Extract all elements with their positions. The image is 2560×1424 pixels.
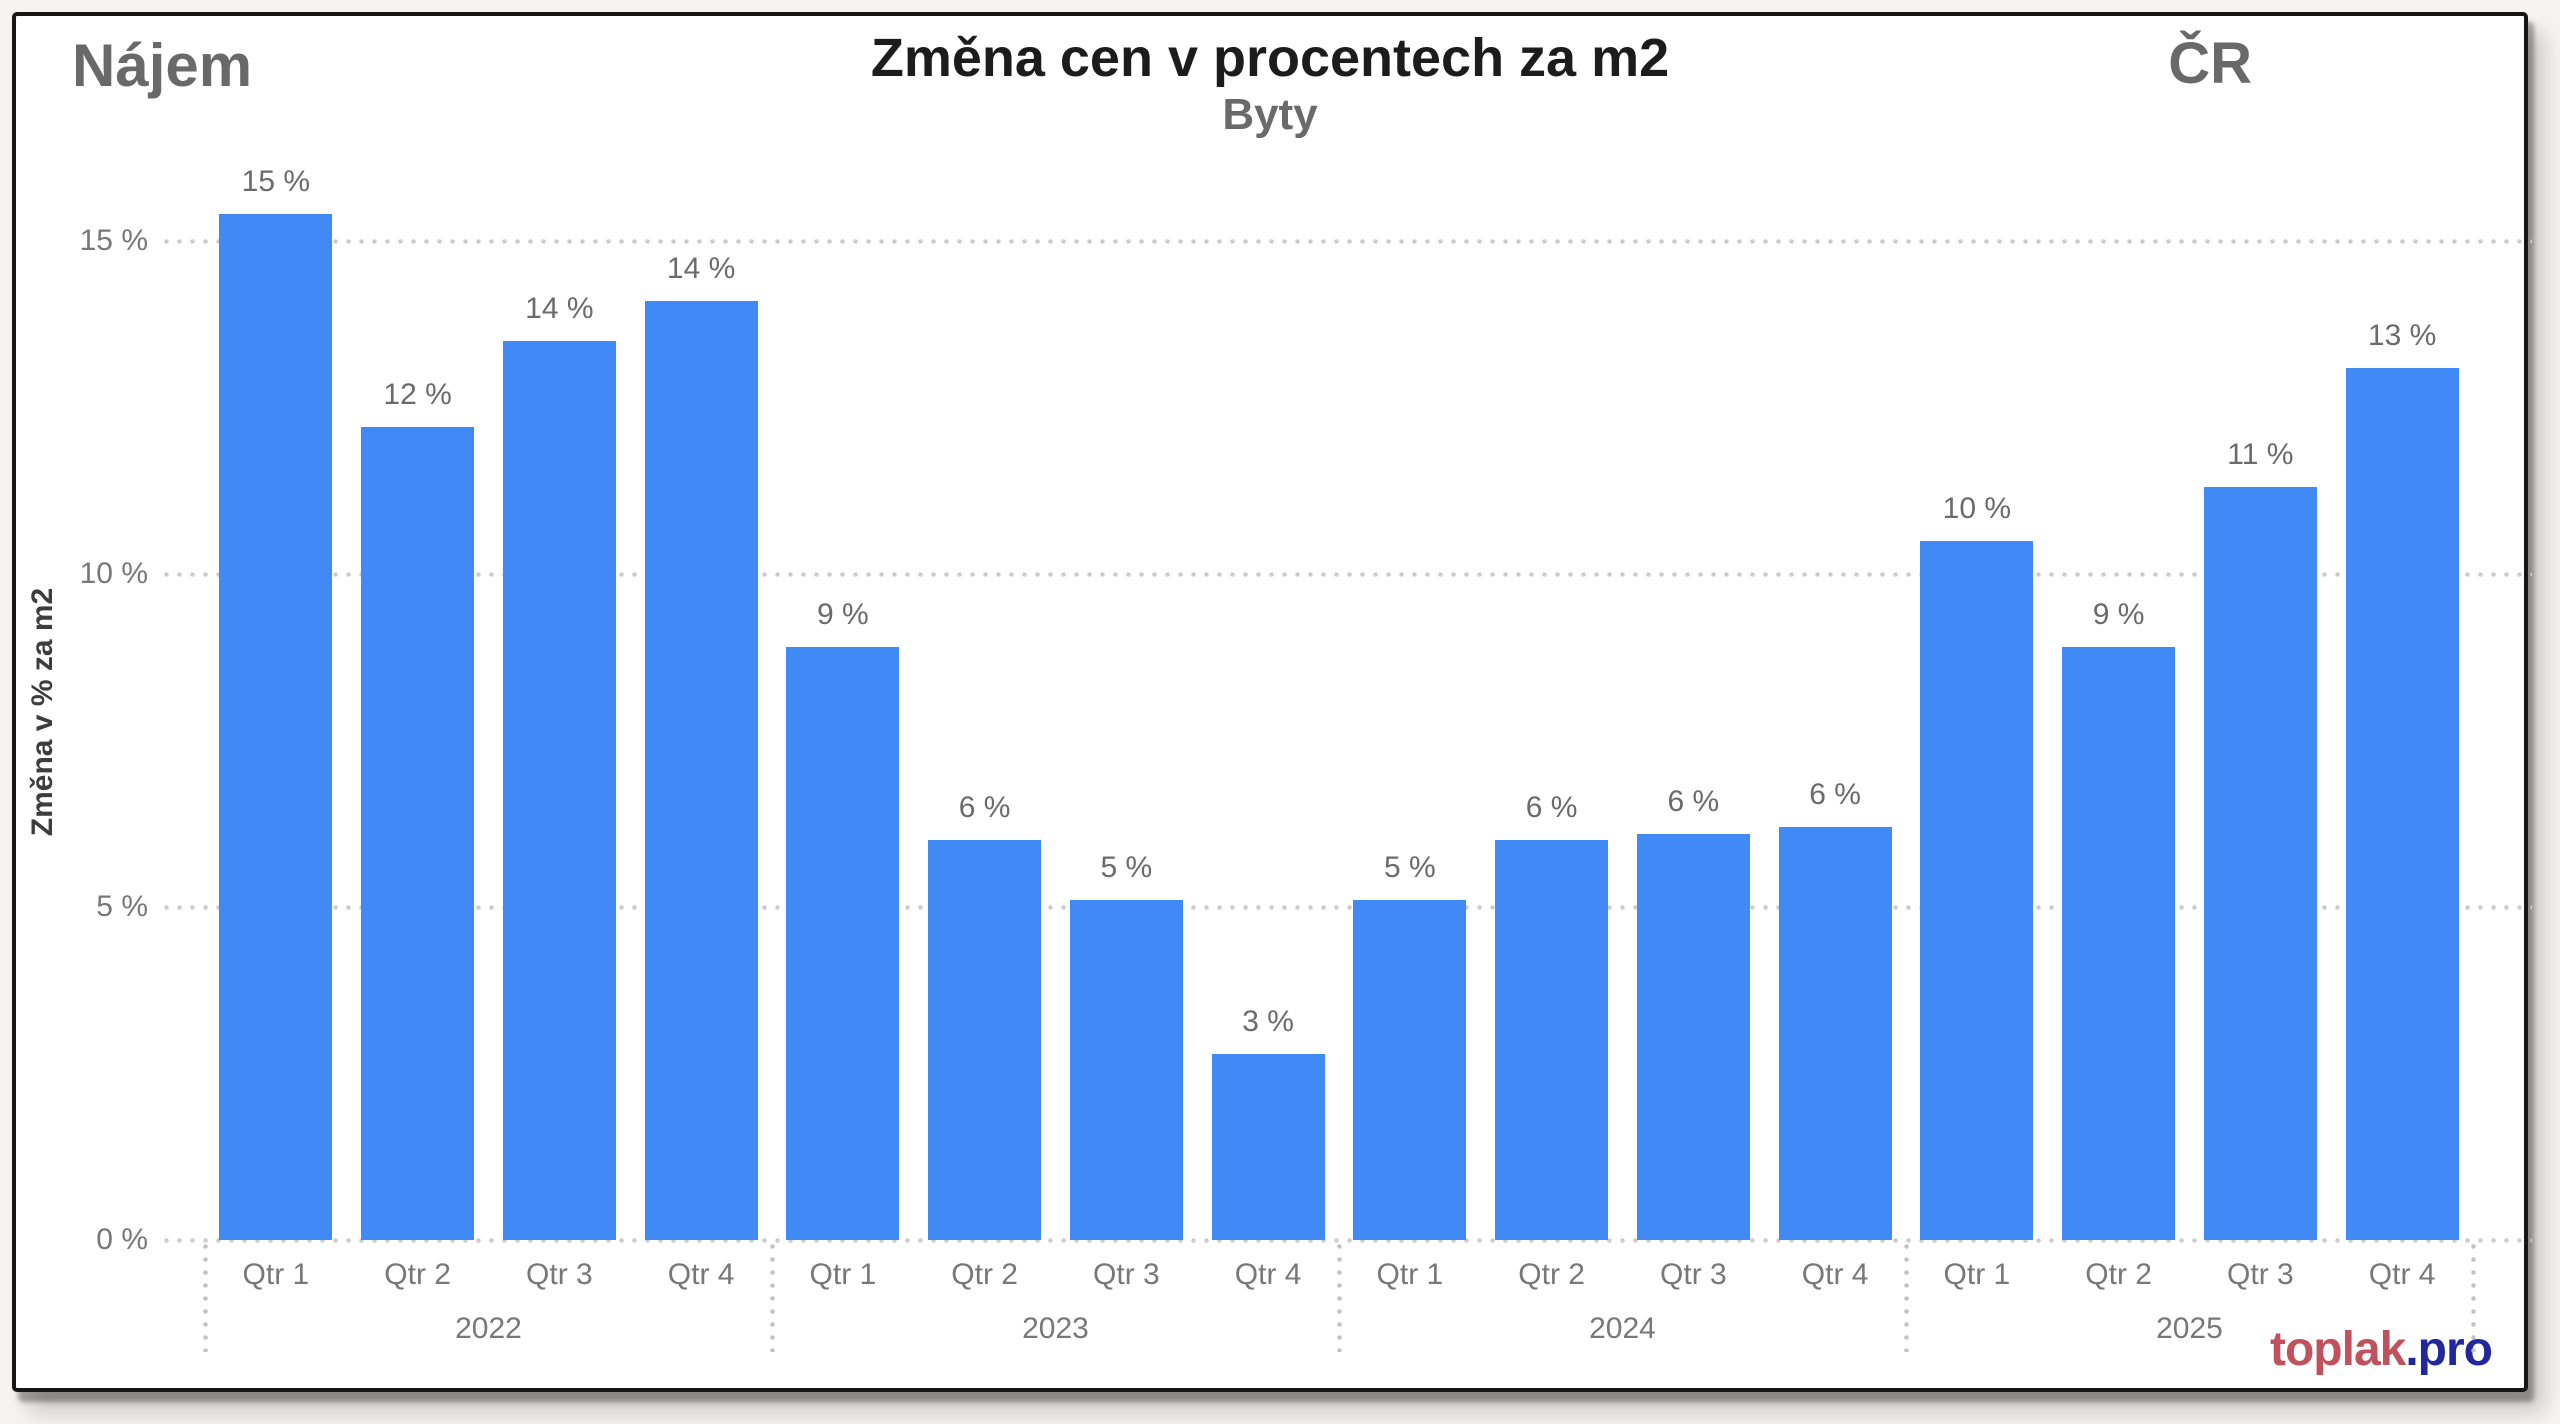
- quarter-label: Qtr 2: [2085, 1258, 2152, 1291]
- quarter-label: Qtr 1: [809, 1258, 877, 1291]
- year-label: 2023: [1022, 1312, 1089, 1345]
- quarter-label: Qtr 2: [384, 1258, 451, 1291]
- title-block: Změna cen v procentech za m2 Byty: [16, 16, 2524, 140]
- bar-2023-q3: [1069, 900, 1183, 1240]
- quarter-label: Qtr 4: [667, 1258, 735, 1291]
- bar-2024-q2: [1495, 840, 1609, 1240]
- group-separator: [1337, 1240, 1342, 1352]
- quarter-label: Qtr 4: [1801, 1258, 1869, 1291]
- region-label-cr: ČR: [2168, 31, 2252, 96]
- quarter-label: Qtr 2: [951, 1258, 1018, 1291]
- y-tick-label: 0 %: [96, 1223, 148, 1256]
- bar-value-label: 14 %: [525, 291, 594, 325]
- bar-2024-q1: [1353, 900, 1467, 1240]
- bar-value-label: 13 %: [2367, 318, 2437, 352]
- bar-value-label: 14 %: [666, 251, 736, 285]
- group-separator: [2471, 1240, 2476, 1352]
- bar-2022-q4: [644, 300, 758, 1240]
- y-tick-label: 5 %: [96, 890, 148, 923]
- chart-title: Změna cen v procentech za m2: [870, 28, 1670, 88]
- chart-card: Nájem Změna cen v procentech za m2 Byty …: [12, 12, 2532, 1392]
- bar-2025-q3: [2203, 487, 2317, 1240]
- quarter-label: Qtr 1: [242, 1258, 310, 1291]
- quarter-label: Qtr 1: [1376, 1258, 1444, 1291]
- quarter-label: Qtr 2: [1518, 1258, 1585, 1291]
- bar-2025-q4: [2345, 367, 2459, 1240]
- quarter-label: Qtr 3: [2227, 1258, 2294, 1291]
- bar-2024-q3: [1636, 833, 1750, 1240]
- bar-value-label: 6 %: [1525, 791, 1578, 825]
- bar-2023-q4: [1211, 1053, 1325, 1240]
- bar-2024-q4: [1778, 827, 1892, 1240]
- y-tick-label: 10 %: [79, 557, 148, 590]
- quarter-label: Qtr 4: [1234, 1258, 1302, 1291]
- bar-value-label: 6 %: [958, 791, 1011, 825]
- quarter-label: Qtr 3: [1660, 1258, 1727, 1291]
- gridline-0: [160, 1238, 2532, 1243]
- brand-logo-pro: .pro: [2405, 1323, 2493, 1376]
- bar-value-label: 11 %: [2227, 438, 2294, 472]
- brand-logo-toplak: toplak: [2269, 1323, 2406, 1376]
- year-label: 2022: [455, 1312, 522, 1345]
- segment-label-najem: Nájem: [72, 32, 253, 99]
- quarter-label: Qtr 3: [1093, 1258, 1160, 1291]
- bar-value-label: 10 %: [1942, 491, 2012, 525]
- bar-value-label: 5 %: [1100, 851, 1153, 885]
- bar-value-label: 6 %: [1809, 778, 1861, 812]
- group-separator: [203, 1240, 208, 1352]
- year-label: 2025: [2156, 1312, 2223, 1345]
- brand-logo: toplak.pro: [2269, 1323, 2493, 1376]
- quarter-label: Qtr 4: [2368, 1258, 2436, 1291]
- gridline-10: [160, 572, 2532, 577]
- bar-2023-q1: [786, 647, 900, 1240]
- bar-2025-q2: [2062, 647, 2176, 1240]
- bar-value-label: 15 %: [241, 165, 311, 199]
- bar-2022-q1: [219, 214, 333, 1240]
- group-separator: [770, 1240, 775, 1352]
- bar-value-label: 12 %: [383, 378, 452, 412]
- group-separator: [1904, 1240, 1909, 1352]
- bar-2023-q2: [928, 840, 1042, 1240]
- bar-value-label: 9 %: [817, 598, 869, 632]
- bar-value-label: 5 %: [1384, 851, 1436, 885]
- bar-value-label: 9 %: [2092, 598, 2145, 632]
- gridline-5: [160, 905, 2532, 910]
- quarter-label: Qtr 3: [526, 1258, 593, 1291]
- bar-2022-q3: [502, 340, 616, 1240]
- y-tick-label: 15 %: [79, 224, 148, 257]
- gridline-15: [160, 239, 2532, 244]
- bar-value-label: 3 %: [1242, 1004, 1294, 1038]
- chart-subtitle: Byty: [1222, 90, 1318, 139]
- bar-2025-q1: [1920, 540, 2034, 1240]
- year-label: 2024: [1589, 1312, 1656, 1345]
- bar-2022-q2: [361, 427, 475, 1240]
- quarter-label: Qtr 1: [1943, 1258, 2011, 1291]
- bar-value-label: 6 %: [1667, 784, 1720, 818]
